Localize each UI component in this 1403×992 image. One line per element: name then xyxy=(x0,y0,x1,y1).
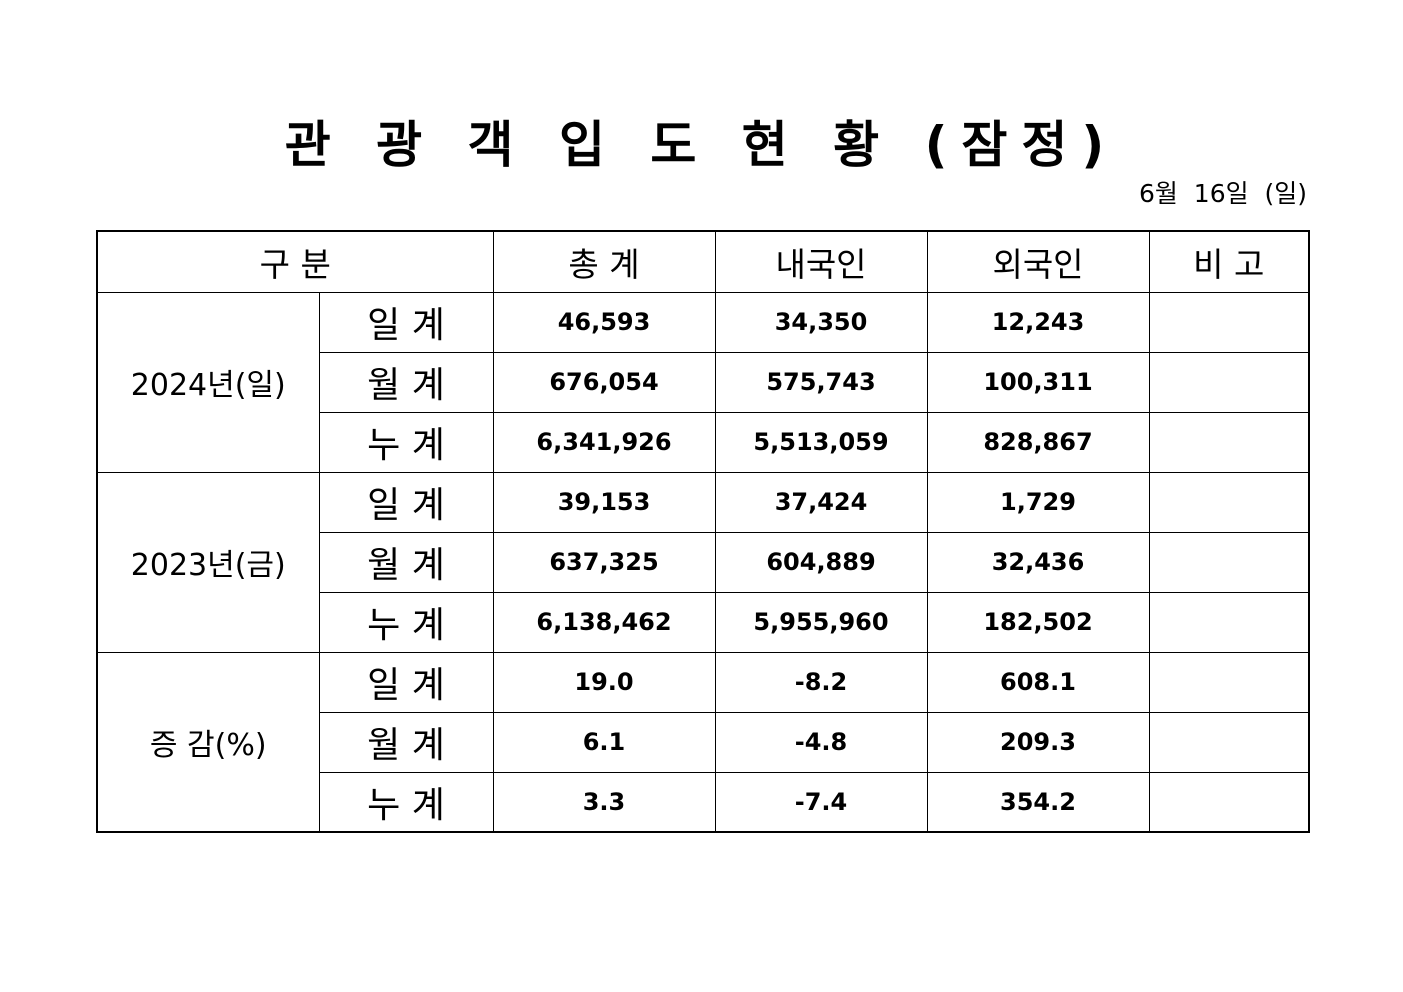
cell-total: 19.0 xyxy=(492,651,716,713)
table-row: 누 계 6,341,926 5,513,059 828,867 xyxy=(97,411,1310,473)
cell-domestic: 5,955,960 xyxy=(714,591,928,653)
cell-foreign: 608.1 xyxy=(926,651,1150,713)
header-remarks: 비 고 xyxy=(1148,230,1310,293)
cell-domestic: -7.4 xyxy=(714,771,928,833)
table-row: 2024년(일) 일 계 46,593 34,350 12,243 xyxy=(96,291,1310,473)
cell-foreign: 354.2 xyxy=(926,771,1150,833)
table-row: 월 계 6.1 -4.8 209.3 xyxy=(97,711,1310,773)
cell-foreign: 1,729 xyxy=(926,471,1150,533)
table-row: 누 계 3.3 -7.4 354.2 xyxy=(97,771,1310,833)
cell-remarks xyxy=(1148,531,1310,593)
cell-remarks xyxy=(1148,471,1310,533)
cell-foreign: 828,867 xyxy=(926,411,1150,473)
row-label: 일 계 xyxy=(318,651,494,713)
page-title: 관 광 객 입 도 현 황 (잠정) xyxy=(284,116,1119,174)
cell-remarks xyxy=(1148,351,1310,413)
cell-domestic: -8.2 xyxy=(714,651,928,713)
cell-domestic: 34,350 xyxy=(714,291,928,353)
cell-total: 6,138,462 xyxy=(492,591,716,653)
cell-remarks xyxy=(1148,771,1310,833)
table-row: 2023년(금) 일 계 39,153 37,424 1,729 xyxy=(96,471,1310,653)
cell-total: 6.1 xyxy=(492,711,716,773)
cell-foreign: 12,243 xyxy=(926,291,1150,353)
cell-foreign: 32,436 xyxy=(926,531,1150,593)
group-label-2024: 2024년(일) xyxy=(96,291,320,473)
table-row: 누 계 6,138,462 5,955,960 182,502 xyxy=(97,591,1310,653)
cell-total: 39,153 xyxy=(492,471,716,533)
cell-domestic: 575,743 xyxy=(714,351,928,413)
row-label: 월 계 xyxy=(318,531,494,593)
cell-remarks xyxy=(1148,411,1310,473)
report-date: 6월 16일 (일) xyxy=(1138,179,1307,208)
group-label-2023: 2023년(금) xyxy=(96,471,320,653)
cell-remarks xyxy=(1148,291,1310,353)
cell-domestic: 604,889 xyxy=(714,531,928,593)
cell-total: 676,054 xyxy=(492,351,716,413)
cell-total: 637,325 xyxy=(492,531,716,593)
cell-total: 3.3 xyxy=(492,771,716,833)
header-domestic: 내국인 xyxy=(714,230,928,293)
row-label: 누 계 xyxy=(318,411,494,473)
cell-foreign: 182,502 xyxy=(926,591,1150,653)
row-label: 누 계 xyxy=(318,771,494,833)
cell-domestic: 37,424 xyxy=(714,471,928,533)
table-row: 증 감(%) 일 계 19.0 -8.2 608.1 xyxy=(96,651,1310,833)
header-category: 구 분 xyxy=(96,230,494,293)
row-label: 누 계 xyxy=(318,591,494,653)
cell-total: 46,593 xyxy=(492,291,716,353)
cell-foreign: 100,311 xyxy=(926,351,1150,413)
row-label: 월 계 xyxy=(318,351,494,413)
cell-domestic: -4.8 xyxy=(714,711,928,773)
row-label: 일 계 xyxy=(318,291,494,353)
group-label-change: 증 감(%) xyxy=(96,651,320,833)
tourist-arrivals-table: 구 분 총 계 내국인 외국인 비 고 2024년(일) 일 계 46,593 … xyxy=(96,230,1310,833)
row-label: 월 계 xyxy=(318,711,494,773)
header-total: 총 계 xyxy=(492,230,716,293)
cell-remarks xyxy=(1148,651,1310,713)
header-foreign: 외국인 xyxy=(926,230,1150,293)
cell-domestic: 5,513,059 xyxy=(714,411,928,473)
cell-foreign: 209.3 xyxy=(926,711,1150,773)
table-row: 월 계 637,325 604,889 32,436 xyxy=(97,531,1310,593)
row-label: 일 계 xyxy=(318,471,494,533)
cell-remarks xyxy=(1148,591,1310,653)
cell-remarks xyxy=(1148,711,1310,773)
cell-total: 6,341,926 xyxy=(492,411,716,473)
table-header-row: 구 분 총 계 내국인 외국인 비 고 xyxy=(96,230,1310,293)
